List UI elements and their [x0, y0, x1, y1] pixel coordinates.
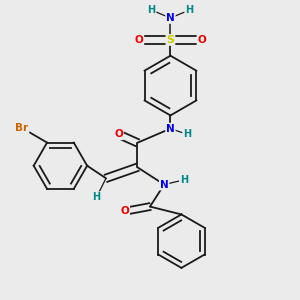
Text: H: H	[183, 129, 191, 139]
Text: H: H	[180, 175, 188, 185]
Text: O: O	[121, 206, 129, 216]
Text: N: N	[166, 124, 175, 134]
Text: N: N	[160, 180, 169, 190]
Text: Br: Br	[15, 123, 28, 134]
Text: O: O	[135, 35, 143, 45]
Text: H: H	[92, 192, 101, 202]
Text: S: S	[167, 35, 174, 45]
Text: O: O	[114, 129, 123, 139]
Text: O: O	[197, 35, 206, 45]
Text: N: N	[166, 13, 175, 23]
Text: H: H	[148, 5, 156, 15]
Text: H: H	[185, 5, 194, 15]
